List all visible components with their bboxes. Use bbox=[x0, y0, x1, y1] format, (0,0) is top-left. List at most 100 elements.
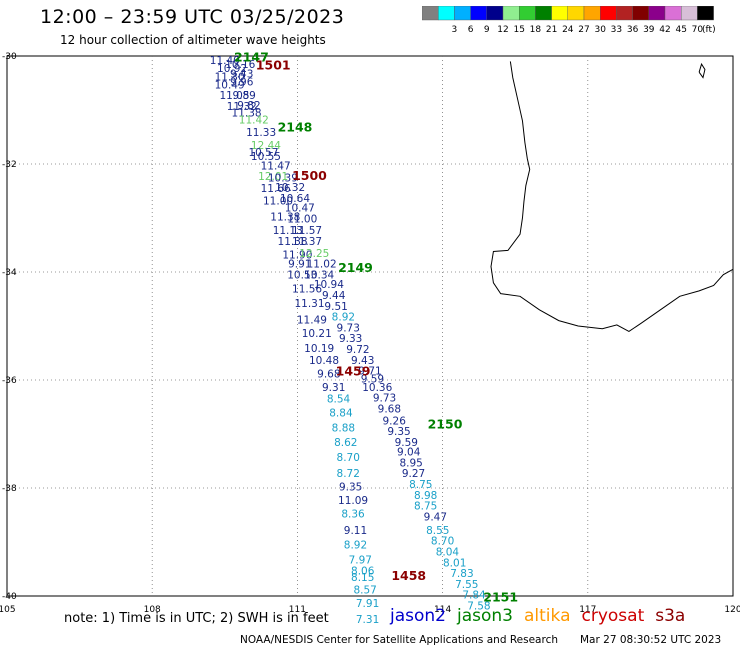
generation-timestamp: Mar 27 08:30:52 UTC 2023 bbox=[580, 634, 722, 646]
colorbar-tick-label: 18 bbox=[530, 25, 542, 35]
legend-sat-jason3: jason3 bbox=[457, 606, 513, 626]
wave-height-value: 12.44 bbox=[251, 140, 281, 152]
pass-number-label: 1500 bbox=[292, 168, 327, 183]
wave-height-value: 7.91 bbox=[356, 598, 379, 610]
wave-height-value: 8.15 bbox=[351, 572, 374, 584]
wave-height-value: 11.47 bbox=[261, 160, 291, 172]
legend-sat-cryosat: cryosat bbox=[581, 606, 645, 626]
wave-height-value: 11.38 bbox=[270, 212, 300, 224]
colorbar-tick-label: 15 bbox=[513, 25, 524, 35]
lon-tick-label: 120 bbox=[724, 605, 740, 615]
wave-height-value: 11.13 bbox=[273, 225, 303, 237]
colorbar-tick-label: 6 bbox=[468, 25, 474, 35]
colorbar-tick-label: 30 bbox=[594, 25, 606, 35]
wave-height-value: 8.62 bbox=[334, 437, 357, 449]
wave-height-value: 9.33 bbox=[339, 333, 362, 345]
wave-height-value: 11.66 bbox=[261, 183, 291, 195]
wave-height-value: 9.96 bbox=[230, 77, 254, 89]
wave-height-value: 8.98 bbox=[414, 490, 437, 502]
wave-height-value: 12.25 bbox=[299, 248, 329, 260]
wave-height-value: 8.70 bbox=[337, 452, 360, 464]
wave-height-value: 11.02 bbox=[307, 259, 337, 271]
wave-height-value: 11.42 bbox=[239, 115, 269, 127]
wave-height-value: 9.73 bbox=[337, 322, 360, 334]
wave-height-value: 11.38 bbox=[278, 236, 308, 248]
footer-note: note: 1) Time is in UTC; 2) SWH is in fe… bbox=[64, 611, 329, 626]
wave-height-value: 7.83 bbox=[450, 568, 473, 580]
lon-tick-label: 111 bbox=[289, 605, 306, 615]
colorbar-tick-label: 70 bbox=[692, 25, 704, 35]
wave-height-value: 11.09 bbox=[338, 495, 368, 507]
wave-height-value: 11.31 bbox=[294, 298, 324, 310]
wave-height-value: 11.38 bbox=[232, 107, 262, 119]
pass-number-label: 2148 bbox=[278, 120, 313, 135]
wave-height-value: 10.34 bbox=[304, 269, 334, 281]
wave-height-value: 8.55 bbox=[426, 525, 449, 537]
wave-height-value: 8.01 bbox=[443, 557, 466, 569]
colorbar-tick-label: 42 bbox=[659, 25, 670, 35]
wave-height-value: 10.47 bbox=[285, 203, 315, 215]
wave-height-value: 10.36 bbox=[362, 382, 392, 394]
wave-height-value: 9.35 bbox=[387, 426, 410, 438]
wave-height-value: 9.59 bbox=[395, 437, 418, 449]
lat-tick-label: -38 bbox=[2, 484, 17, 494]
wave-height-value: 11.57 bbox=[292, 225, 322, 237]
lake-outline bbox=[698, 62, 706, 79]
map-subtitle: 12 hour collection of altimeter wave hei… bbox=[60, 33, 326, 47]
lon-tick-label: 117 bbox=[579, 605, 596, 615]
lat-tick-label: -36 bbox=[2, 376, 17, 386]
wave-height-value: 12.01 bbox=[258, 171, 288, 183]
wave-height-value: 9.59 bbox=[361, 374, 384, 386]
wave-height-value: 11.56 bbox=[292, 284, 322, 296]
wave-height-value: 10.48 bbox=[309, 355, 339, 367]
wave-height-value: 8.06 bbox=[351, 565, 375, 577]
pass-number-label: 1501 bbox=[256, 58, 291, 73]
wave-height-value: 9.73 bbox=[373, 393, 396, 405]
wave-height-value: 11.00 bbox=[287, 213, 317, 225]
pass-number-label: 2151 bbox=[483, 589, 518, 604]
lat-tick-label: -40 bbox=[2, 592, 17, 602]
wave-height-value: 8.92 bbox=[332, 312, 355, 324]
wave-height-value: 9.31 bbox=[322, 382, 345, 394]
wave-height-value: 10.53 bbox=[287, 269, 317, 281]
wave-height-value: 11.32 bbox=[227, 101, 257, 113]
wave-height-value: 10.57 bbox=[248, 147, 278, 159]
wave-height-value: 8.92 bbox=[344, 539, 367, 551]
coastline bbox=[490, 61, 734, 332]
pass-number-label: 1458 bbox=[391, 568, 426, 583]
wave-height-value: 8.75 bbox=[409, 479, 432, 491]
wave-height-value: 11.37 bbox=[292, 236, 322, 248]
lon-tick-label: 108 bbox=[144, 605, 161, 615]
wave-height-value: 9.68 bbox=[378, 403, 401, 415]
wave-height-value: 7.55 bbox=[455, 579, 478, 591]
wave-height-value: 11.49 bbox=[297, 314, 327, 326]
lat-tick-label: -30 bbox=[2, 52, 17, 62]
wave-height-value: 9.44 bbox=[322, 290, 346, 302]
lat-tick-label: -34 bbox=[2, 268, 17, 278]
wave-height-value: 8.04 bbox=[436, 547, 460, 559]
wave-height-value: 9.82 bbox=[237, 100, 260, 112]
wave-height-value: 9.91 bbox=[288, 259, 311, 271]
colorbar-unit: (ft) bbox=[702, 25, 716, 35]
wave-height-value: 11.30 bbox=[215, 71, 245, 83]
colorbar-tick-label: 12 bbox=[497, 25, 508, 35]
wave-height-value: 11.33 bbox=[246, 127, 276, 139]
pass-number-label: 2149 bbox=[338, 260, 373, 275]
wave-height-value: 9.71 bbox=[358, 366, 381, 378]
lat-tick-label: -32 bbox=[2, 160, 17, 170]
colorbar-tick-label: 36 bbox=[627, 25, 639, 35]
wave-height-value: 8.36 bbox=[341, 509, 365, 521]
pass-number-label: 1459 bbox=[336, 364, 371, 379]
satellite-legend: jason2 jason3 altika cryosat s3a bbox=[390, 606, 696, 626]
colorbar-swatch bbox=[697, 6, 714, 21]
wave-height-value: 9.72 bbox=[346, 344, 369, 356]
wave-height-value: 7.31 bbox=[356, 614, 379, 626]
colorbar-tick-label: 33 bbox=[611, 25, 622, 35]
wave-height-value: 8.72 bbox=[337, 468, 360, 480]
lon-tick-label: 105 bbox=[0, 605, 16, 615]
lon-tick-label: 114 bbox=[434, 605, 451, 615]
wave-height-value: 10.21 bbox=[302, 328, 332, 340]
wave-height-value: 11.05 bbox=[219, 90, 249, 102]
colorbar-tick-label: 24 bbox=[562, 25, 574, 35]
